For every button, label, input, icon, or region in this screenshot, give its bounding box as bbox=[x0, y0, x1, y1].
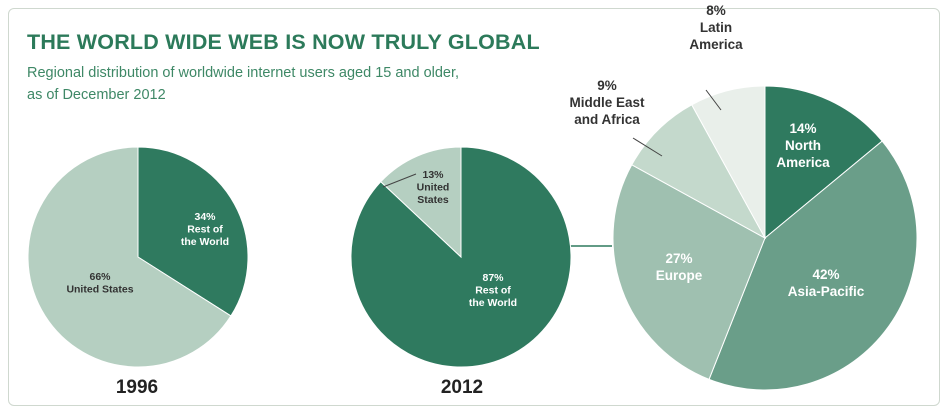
leader-line bbox=[382, 173, 417, 188]
pie-slice bbox=[612, 164, 766, 380]
slice-label-line: America bbox=[776, 155, 830, 170]
subtitle-line: as of December 2012 bbox=[27, 87, 166, 103]
slice-label-line: North bbox=[785, 138, 821, 153]
slice-label-line: 42% bbox=[812, 267, 839, 282]
slice-label: 14% North America bbox=[776, 121, 830, 170]
slice-label: 66% United States bbox=[66, 271, 133, 296]
slice-label: 42% Asia-Pacific bbox=[788, 267, 865, 299]
slice-label-line: 66% bbox=[89, 271, 111, 283]
pie-year-label-2012: 2012 bbox=[441, 377, 483, 398]
pie-slice bbox=[631, 104, 767, 240]
slice-label-line: 13% bbox=[422, 169, 444, 181]
slice-label: 87% Rest of the World bbox=[469, 272, 517, 309]
slice-label-line: States bbox=[417, 194, 449, 206]
subtitle-line: Regional distribution of worldwide inter… bbox=[27, 65, 460, 81]
slice-label-line: America bbox=[689, 37, 743, 52]
slice-label: 34% Rest of the World bbox=[181, 211, 229, 248]
slice-label-line: 14% bbox=[789, 121, 816, 136]
pie-1996: 34% Rest of the World 66% United States bbox=[27, 146, 249, 368]
chart-frame bbox=[8, 8, 940, 406]
slice-label: 27% Europe bbox=[656, 251, 703, 283]
pie-slice bbox=[137, 146, 249, 317]
slice-label-line: Latin bbox=[700, 20, 732, 35]
slice-label-line: Asia-Pacific bbox=[788, 284, 865, 299]
slice-label-line: Rest of bbox=[187, 224, 223, 236]
slice-label-line: Europe bbox=[656, 268, 703, 283]
pie-year-label-1996: 1996 bbox=[116, 377, 158, 398]
slice-label-line: Rest of bbox=[475, 285, 511, 297]
slice-label-line: United States bbox=[66, 284, 133, 296]
chart-subtitle: Regional distribution of worldwide inter… bbox=[27, 62, 567, 106]
pie-slice bbox=[380, 146, 462, 259]
slice-label-line: 8% bbox=[706, 3, 726, 18]
leader-line bbox=[632, 137, 663, 157]
slice-label-line: the World bbox=[469, 297, 517, 309]
slice-label: 13% United States bbox=[417, 169, 450, 206]
slice-label: 9% Middle East and Africa bbox=[569, 78, 645, 127]
slice-label-line: 27% bbox=[665, 251, 692, 266]
pie-slice bbox=[708, 140, 918, 391]
slice-label-line: 9% bbox=[597, 78, 617, 93]
slice-label-line: Middle East bbox=[569, 95, 645, 110]
slice-label-line: United bbox=[417, 182, 450, 194]
chart-title: THE WORLD WIDE WEB IS NOW TRULY GLOBAL bbox=[27, 30, 540, 54]
pie-slice bbox=[691, 85, 766, 239]
pie-2012: 87% Rest of the World 13% United States bbox=[350, 146, 572, 368]
slice-label-line: 87% bbox=[482, 272, 504, 284]
slice-label-line: and Africa bbox=[574, 112, 640, 127]
slice-label-line: the World bbox=[181, 236, 229, 248]
pie-regional-2012: 14% North America 42% Asia-Pacific 27% Europe 9… bbox=[569, 3, 918, 391]
slice-label-line: 34% bbox=[194, 211, 216, 223]
slice-label: 8% Latin America bbox=[689, 3, 743, 52]
leader-line bbox=[705, 89, 722, 111]
pie-slice bbox=[27, 146, 232, 368]
pie-slice bbox=[764, 85, 883, 240]
